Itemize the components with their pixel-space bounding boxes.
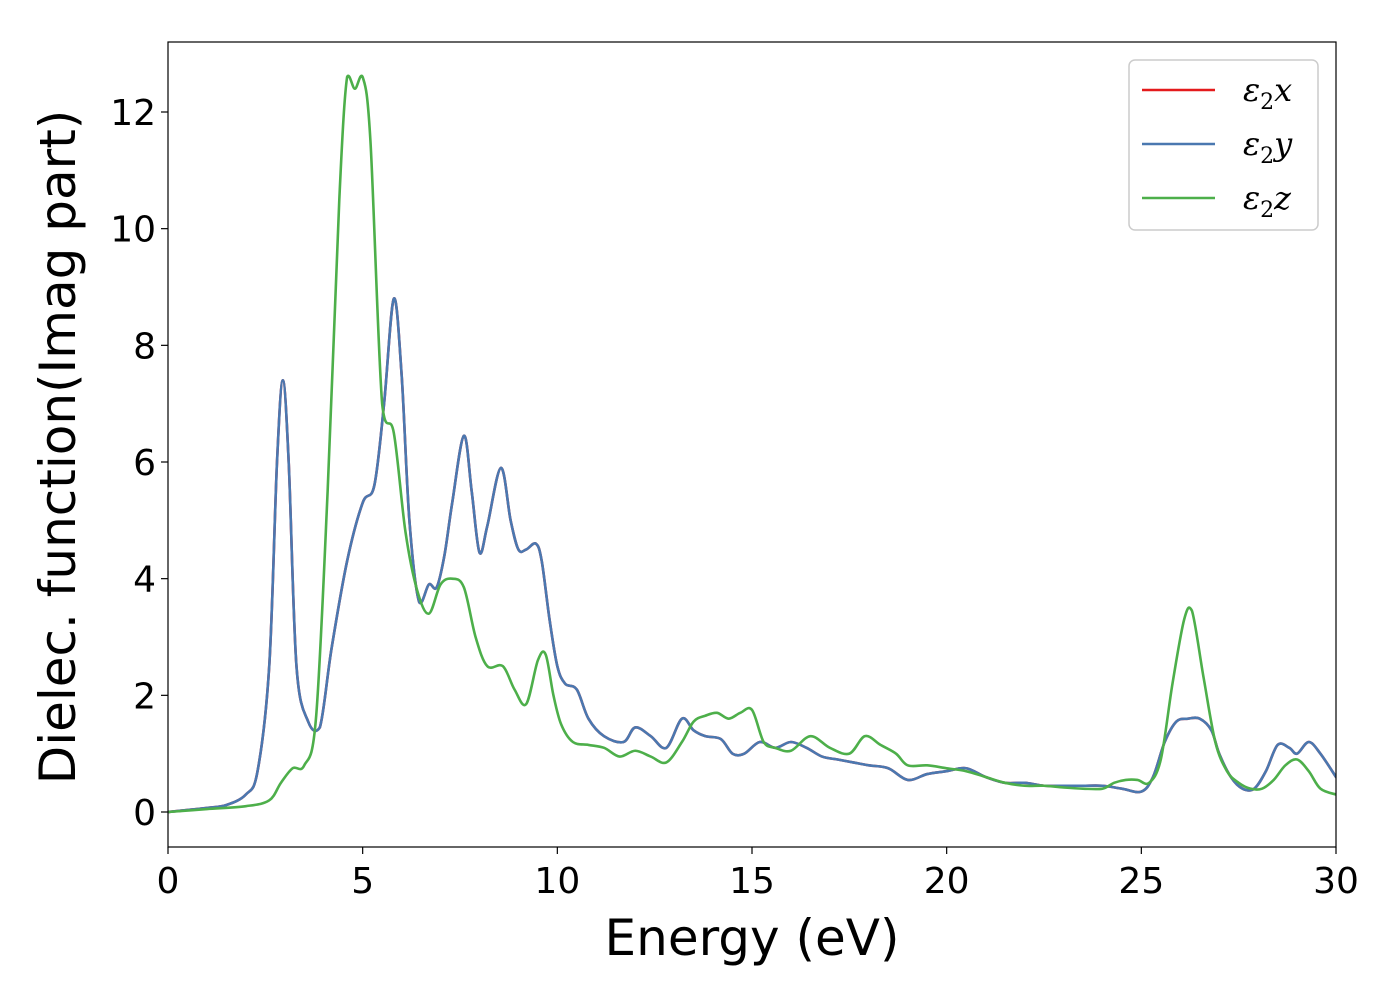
y-tick-label: 6 (133, 443, 156, 484)
legend-variable: z (1273, 179, 1292, 217)
legend-symbol: ε (1243, 71, 1260, 109)
legend-box (1128, 59, 1319, 231)
series-line-z (168, 74, 1336, 814)
y-tick-label: 4 (133, 560, 156, 601)
x-tick-label: 30 (1313, 861, 1359, 902)
x-tick-label: 5 (351, 861, 374, 902)
y-axis-ticks: 0 2 4 6 8 10 12 (110, 93, 168, 834)
legend-subscript: 2 (1260, 144, 1274, 169)
y-tick-label: 12 (110, 93, 156, 134)
legend-subscript: 2 (1260, 90, 1274, 115)
y-axis-label: Dielec. function(Imag part) (29, 110, 87, 785)
legend-label-z: ε2z (1243, 179, 1292, 223)
y-tick-label: 0 (133, 793, 156, 834)
x-tick-label: 25 (1118, 861, 1164, 902)
legend-symbol: ε (1243, 179, 1260, 217)
series-layer (168, 74, 1336, 814)
x-axis-label: Energy (eV) (605, 909, 900, 967)
y-tick-label: 8 (133, 326, 156, 367)
y-tick-label: 10 (110, 210, 156, 251)
x-tick-label: 15 (729, 861, 775, 902)
legend-label-y: ε2y (1243, 125, 1293, 169)
x-tick-label: 20 (924, 861, 970, 902)
x-axis-ticks: 0 5 10 15 20 25 30 (157, 847, 1359, 902)
legend-variable: x (1274, 71, 1292, 109)
x-tick-label: 10 (534, 861, 580, 902)
series-line-y (168, 297, 1336, 814)
legend-label-x: ε2x (1243, 71, 1292, 115)
legend-symbol: ε (1243, 125, 1260, 163)
y-tick-label: 2 (133, 676, 156, 717)
x-tick-label: 0 (157, 861, 180, 902)
legend-variable: y (1272, 125, 1293, 163)
legend-subscript: 2 (1260, 198, 1274, 223)
